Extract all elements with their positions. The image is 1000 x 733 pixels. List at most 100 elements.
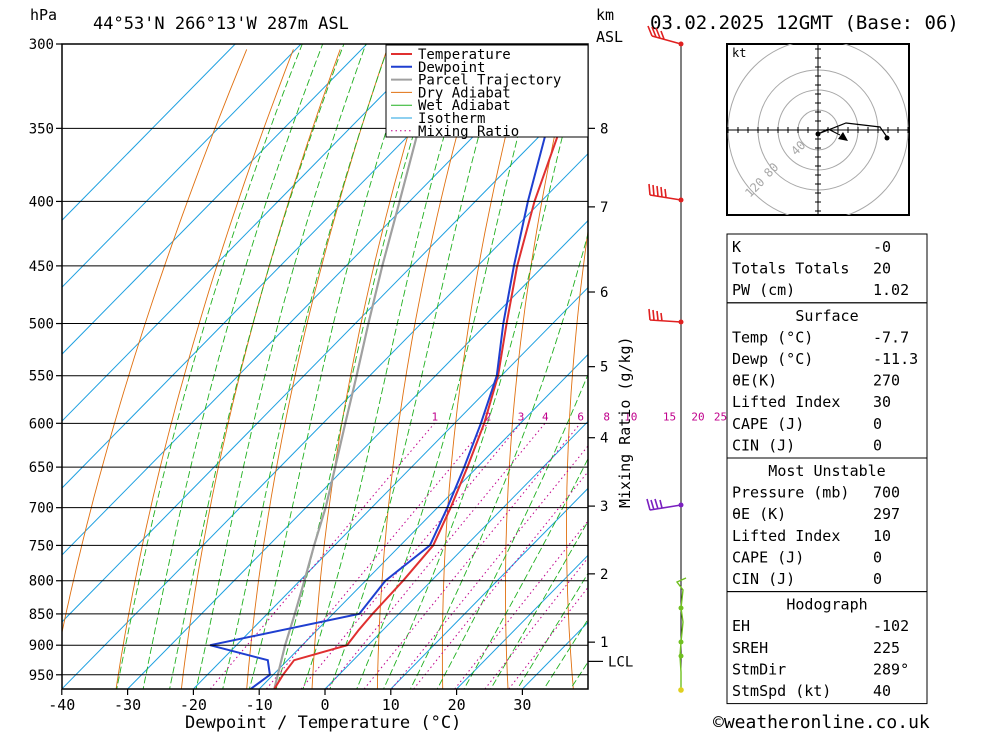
height-tick-label: 7: [600, 200, 608, 216]
dry-adiabat-line: [946, 49, 1000, 689]
index-label: CAPE (J): [732, 548, 804, 566]
pressure-axis: 300 350 400 450 500 550 600 650 700 750 800 850 900 9…: [29, 37, 588, 684]
isotherm-line: [62, 44, 565, 556]
temperature-tick-label: 0: [320, 696, 329, 714]
pressure-tick-label: 950: [29, 668, 54, 684]
index-value: -7.7: [873, 328, 909, 346]
plot-frame: [61, 43, 589, 690]
temperature-axis: -40 -30 -20 -10 0 10 20 30: [48, 689, 531, 714]
legend-entry: Dry Adiabat: [418, 85, 511, 101]
wet-adiabat-line: [195, 44, 367, 689]
isotherm-line: [62, 86, 588, 623]
hpa-axis-label: hPa: [30, 6, 57, 24]
temperature-tick-label: -10: [246, 696, 273, 714]
index-value: -11.3: [873, 350, 918, 368]
mixing-ratio-label: 1: [431, 410, 438, 423]
index-label: Lifted Index: [732, 527, 840, 545]
pressure-tick-label: 650: [29, 460, 54, 476]
run-time: 03.02.2025 12GMT (Base: 06): [650, 12, 959, 34]
pressure-tick-label: 300: [29, 37, 54, 53]
index-value: 1.02: [873, 281, 909, 299]
height-tick-label: 3: [600, 499, 608, 515]
index-value: 40: [873, 682, 891, 700]
index-label: Totals Totals: [732, 260, 849, 278]
isotherm-line: [193, 286, 588, 689]
index-section-title: Most Unstable: [768, 462, 885, 480]
mixing-ratio-line: [484, 557, 588, 689]
mixing-ratio-labels: 1 2 3 4 6 8 10 15 20 25: [431, 410, 727, 423]
index-value: 0: [873, 436, 882, 454]
temperature-tick-label: -30: [114, 696, 141, 714]
wet-adiabat-line: [302, 44, 472, 689]
wet-adiabat-line: [329, 44, 505, 689]
legend-entry: Wet Adiabat: [418, 98, 511, 114]
index-value: 297: [873, 505, 900, 523]
pressure-tick-label: 400: [29, 194, 54, 210]
legend-entry: Dewpoint: [418, 60, 485, 76]
wind-barb-500: [648, 308, 684, 325]
index-value: 30: [873, 393, 891, 411]
temperature-tick-label: -40: [48, 696, 75, 714]
index-value: 20: [873, 260, 891, 278]
asl-axis-label: ASL: [596, 28, 623, 46]
mixing-ratio-label: 6: [577, 410, 584, 423]
height-tick-label: LCL: [608, 654, 633, 670]
legend-entry: Parcel Trajectory: [418, 73, 561, 89]
index-value: 700: [873, 484, 900, 502]
dry-adiabat-line: [683, 49, 714, 689]
storm-motion-marker: [838, 132, 848, 141]
index-value: 0: [873, 548, 882, 566]
temperature-tick-label: 10: [382, 696, 400, 714]
pressure-tick-label: 450: [29, 259, 54, 275]
hodograph-end-point: [884, 135, 890, 141]
dewpoint-line: [209, 44, 579, 689]
index-value: 225: [873, 639, 900, 657]
index-label: Pressure (mb): [732, 484, 849, 502]
height-tick-label: 8: [600, 121, 608, 137]
index-value: 0: [873, 415, 882, 433]
index-value: 0: [873, 570, 882, 588]
index-label: Dewp (°C): [732, 350, 813, 368]
index-label: CIN (J): [732, 570, 795, 588]
pressure-tick-label: 700: [29, 501, 54, 517]
index-section-title: Hodograph: [786, 596, 867, 614]
index-label: K: [732, 238, 741, 256]
pressure-tick-label: 750: [29, 538, 54, 554]
dry-adiabat-line: [441, 49, 528, 689]
height-tick-label: 1: [600, 635, 608, 651]
mixing-ratio-axis-label: Mixing Ratio (g/kg): [616, 336, 634, 508]
station-location: 44°53'N 266°13'W 287m ASL: [93, 14, 349, 34]
index-label: StmSpd (kt): [732, 682, 831, 700]
mixing-ratio-line: [454, 520, 588, 689]
index-label: SREH: [732, 639, 768, 657]
dry-adiabat-line: [994, 49, 1000, 689]
hodograph-origin-point: [815, 131, 821, 137]
mixing-ratio-line: [508, 586, 588, 689]
mixing-ratio-label: 2: [485, 410, 492, 423]
index-label: Lifted Index: [732, 393, 840, 411]
index-value: 10: [873, 527, 891, 545]
height-tick-label: 4: [600, 431, 608, 447]
wet-adiabat-line: [356, 44, 543, 689]
wet-adiabat-line: [543, 618, 588, 689]
mixing-ratio-line: [363, 422, 581, 689]
mixing-ratio-label: 20: [691, 410, 704, 423]
mixing-ratio-line: [266, 422, 489, 689]
index-label: CIN (J): [732, 436, 795, 454]
index-label: StmDir: [732, 660, 786, 678]
index-label: Temp (°C): [732, 328, 813, 346]
isotherm-line: [62, 44, 433, 422]
height-tick-label: 6: [600, 285, 608, 301]
temperature-line: [273, 72, 588, 689]
km-axis-label: km: [596, 6, 614, 24]
isotherm-line: [127, 219, 588, 689]
index-label: EH: [732, 617, 750, 635]
isotherm-line: [62, 44, 368, 355]
isotherm-line: [390, 487, 588, 689]
isotherm-line: [258, 353, 588, 689]
temperature-tick-label: 30: [513, 696, 531, 714]
pressure-tick-label: 800: [29, 574, 54, 590]
